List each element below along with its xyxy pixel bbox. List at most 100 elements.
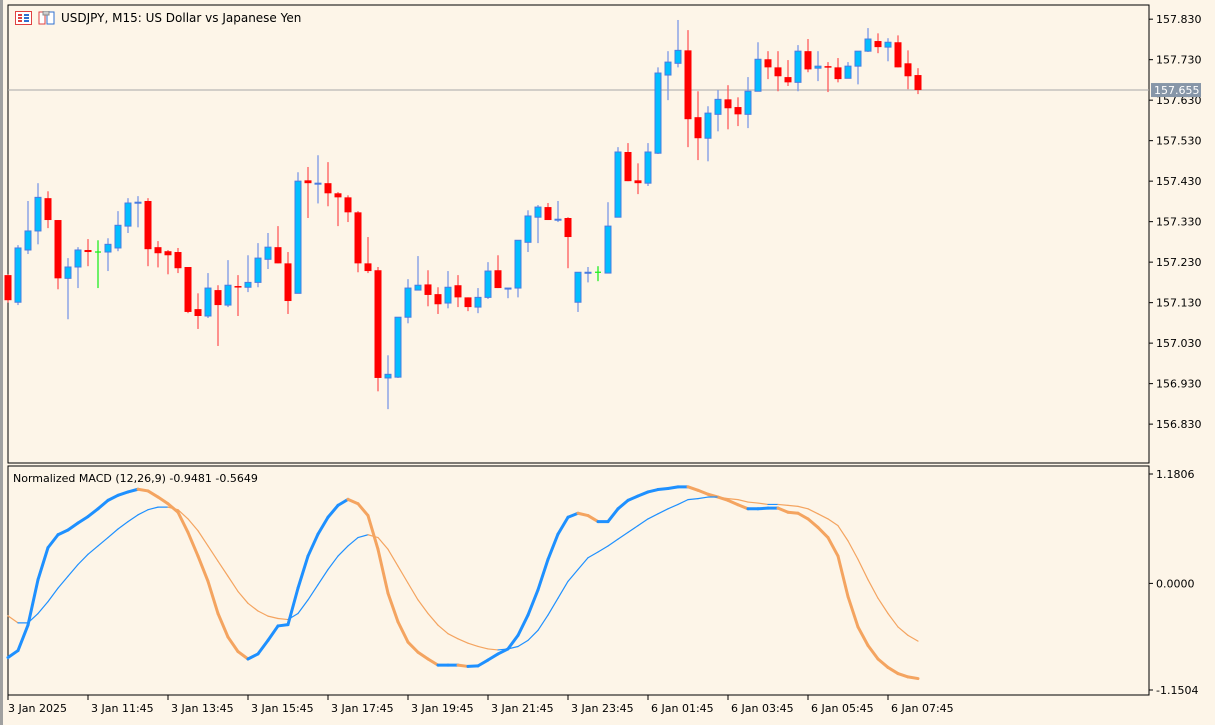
candle: [774, 51, 782, 92]
candle-body: [844, 65, 852, 79]
macd-segment: [307, 584, 319, 601]
candle: [314, 155, 322, 204]
candle-body: [14, 247, 22, 303]
candle: [564, 217, 572, 269]
candle: [874, 33, 882, 54]
candle: [224, 260, 232, 308]
candle-body: [354, 212, 362, 264]
candle: [694, 91, 702, 161]
macd-segment: [526, 588, 540, 617]
template-icon[interactable]: [38, 11, 55, 25]
macd-segment: [697, 496, 709, 500]
candle-body: [184, 267, 192, 312]
chart-title: USDJPY, M15: US Dollar vs Japanese Yen: [61, 11, 302, 25]
macd-segment: [326, 503, 340, 519]
candle: [34, 183, 42, 245]
candle-body: [794, 50, 802, 83]
chart-window-icon[interactable]: [15, 11, 32, 25]
macd-segment: [606, 507, 620, 524]
candle: [404, 279, 412, 324]
candle: [194, 293, 202, 329]
candle: [284, 252, 292, 314]
macd-segment: [107, 528, 119, 539]
macd-segment: [696, 488, 710, 496]
macd-segment: [756, 506, 770, 511]
candle: [595, 266, 601, 282]
macd-segment: [317, 568, 329, 586]
time-axis-label: 3 Jan 15:45: [251, 702, 314, 715]
candle-body: [554, 218, 562, 221]
candle-body: [874, 41, 882, 48]
chart-canvas[interactable]: 157.830 157.730 157.630 157.530 157.430 157.3…: [3, 0, 1215, 725]
macd-segment: [237, 590, 249, 604]
candle: [704, 106, 712, 162]
time-axis-label: 3 Jan 13:45: [171, 702, 234, 715]
candle: [304, 166, 312, 219]
chart-title-bar: USDJPY, M15: US Dollar vs Japanese Yen: [15, 11, 301, 25]
macd-segment: [287, 612, 299, 621]
macd-segment: [256, 638, 270, 656]
macd-segment: [796, 511, 810, 521]
macd-segment: [656, 487, 670, 492]
candle: [264, 232, 272, 270]
candle: [334, 192, 342, 227]
candle-body: [864, 38, 872, 52]
macd-segment: [776, 506, 790, 514]
time-axis-label: 6 Jan 03:45: [731, 702, 794, 715]
candle-body: [514, 239, 522, 289]
candle-body: [244, 281, 252, 288]
macd-segment: [176, 510, 190, 534]
macd-segment: [206, 579, 220, 616]
candle-body: [204, 287, 212, 317]
macd-segment: [806, 517, 820, 529]
macd-segment: [196, 554, 210, 583]
candle-body: [324, 183, 332, 194]
macd-segment: [27, 612, 39, 624]
candle: [844, 62, 852, 79]
macd-segment: [567, 568, 579, 582]
candle: [164, 249, 172, 275]
macd-segment: [366, 514, 380, 551]
time-axis-label: 3 Jan 19:45: [411, 702, 474, 715]
macd-segment: [856, 625, 870, 647]
macd-segment: [247, 602, 259, 612]
candle: [824, 62, 832, 93]
candle-body: [894, 42, 902, 68]
candle: [904, 50, 912, 90]
candle: [114, 211, 122, 252]
macd-segment: [346, 497, 360, 506]
candle-body: [304, 180, 312, 184]
candle-body: [814, 65, 822, 69]
macd-segment: [126, 487, 140, 494]
macd-segment: [406, 640, 420, 654]
candle: [14, 245, 22, 306]
candle: [124, 198, 132, 233]
macd-segment: [87, 545, 99, 555]
candle: [544, 203, 552, 221]
macd-segment: [907, 634, 919, 642]
candle: [434, 287, 442, 314]
candle-body: [394, 316, 402, 378]
candle-body: [834, 67, 842, 80]
time-axis-label: 6 Jan 01:45: [651, 702, 714, 715]
macd-segment: [57, 575, 69, 589]
candle-body: [134, 201, 142, 204]
macd-segment: [86, 507, 100, 519]
candle: [95, 240, 101, 289]
candle-body: [294, 180, 302, 294]
candle: [84, 239, 92, 267]
macd-segment: [147, 506, 159, 511]
candle-body: [694, 117, 702, 139]
macd-segment: [156, 495, 170, 506]
macd-segment: [817, 513, 829, 520]
price-axis-label: 156.830: [1156, 418, 1202, 431]
candle: [4, 274, 12, 303]
macd-segment: [46, 533, 60, 550]
candle-body: [664, 61, 672, 76]
macd-segment: [906, 675, 920, 681]
macd-segment: [506, 633, 520, 651]
price-axis-label: 157.830: [1156, 13, 1202, 26]
candle: [74, 247, 82, 289]
current-price-badge: [1151, 83, 1201, 98]
candle-body: [424, 284, 432, 295]
